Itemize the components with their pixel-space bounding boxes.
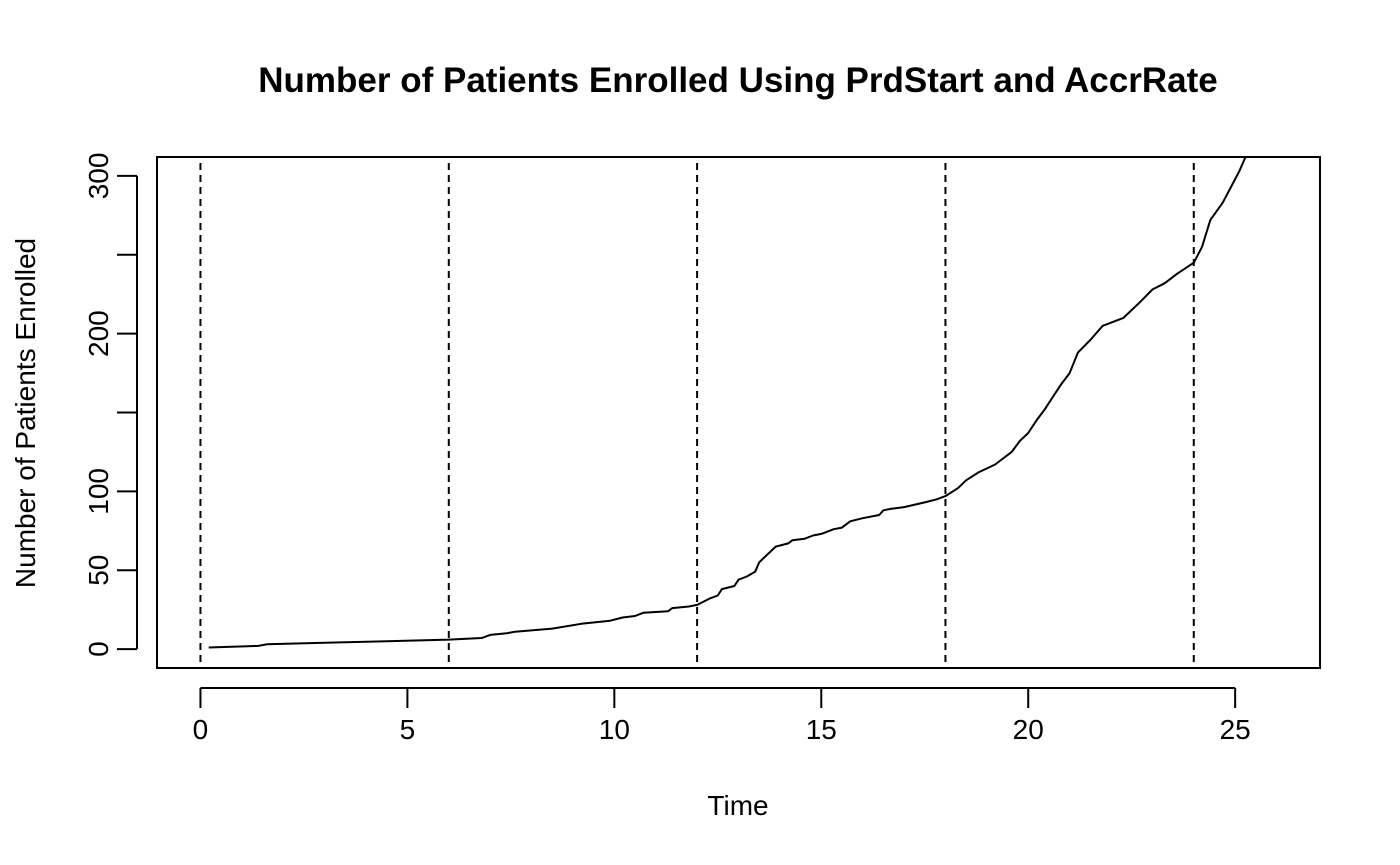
y-tick-label: 100: [83, 468, 114, 515]
x-tick-label: 0: [193, 714, 209, 745]
series-layer: [208, 157, 1247, 649]
chart-title: Number of Patients Enrolled Using PrdSta…: [258, 61, 1217, 100]
x-tick-label: 10: [599, 714, 630, 745]
x-tick-label: 15: [806, 714, 837, 745]
y-axis-title: Number of Patients Enrolled: [10, 238, 41, 588]
y-tick-label: 0: [83, 641, 114, 657]
x-tick-label: 20: [1013, 714, 1044, 745]
y-tick-label: 200: [83, 310, 114, 357]
y-tick-label: 50: [83, 555, 114, 586]
x-tick-label: 25: [1220, 714, 1251, 745]
x-axis: 0 5 10 15 20 25: [193, 687, 1251, 745]
y-axis: 0 50 100 200 300: [83, 153, 138, 657]
y-tick-label: 300: [83, 153, 114, 200]
x-tick-label: 5: [400, 714, 416, 745]
reference-lines: [199, 163, 1195, 668]
plot-frame: [156, 156, 1321, 669]
x-axis-title: Time: [707, 790, 768, 821]
enrollment-line: [208, 157, 1247, 649]
